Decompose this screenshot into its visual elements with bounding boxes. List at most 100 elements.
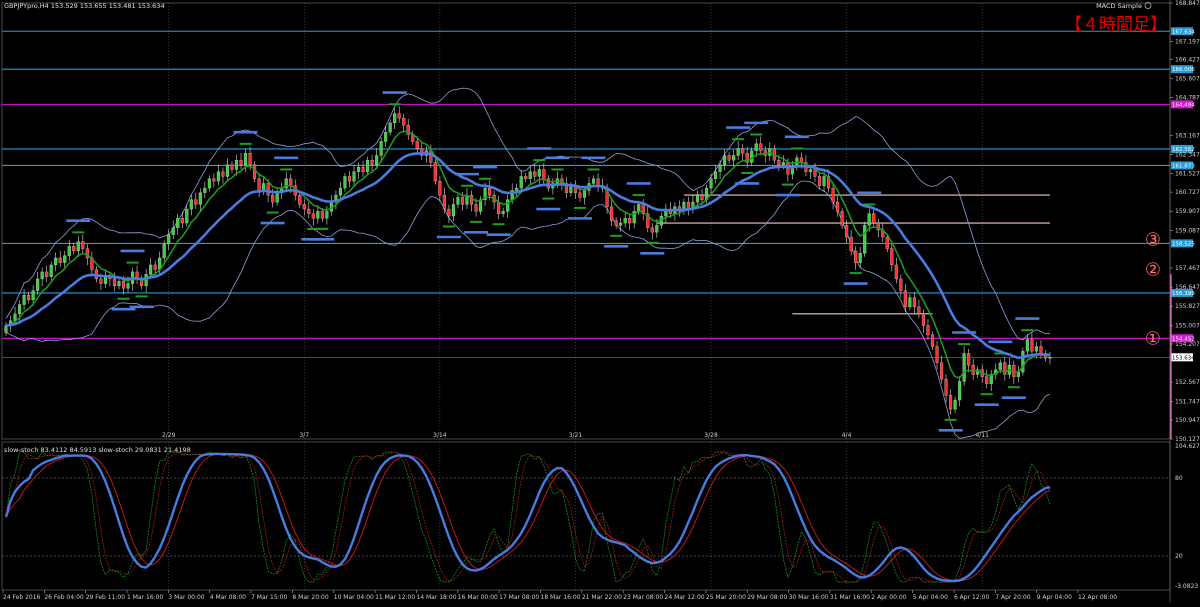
candle-body[interactable] <box>356 166 361 172</box>
candle-body[interactable] <box>885 236 889 249</box>
candle-body[interactable] <box>533 171 537 177</box>
candle-body[interactable] <box>750 150 754 163</box>
candle-body[interactable] <box>456 197 460 205</box>
candle-body[interactable] <box>632 211 636 224</box>
candle-body[interactable] <box>112 278 117 287</box>
candle-body[interactable] <box>944 378 948 396</box>
candle-body[interactable] <box>582 190 587 198</box>
candle-body[interactable] <box>831 187 835 203</box>
candle-body[interactable] <box>361 166 365 172</box>
candle-body[interactable] <box>474 204 478 212</box>
candle-body[interactable] <box>72 246 76 252</box>
candle-body[interactable] <box>976 369 980 375</box>
candle-body[interactable] <box>447 208 451 217</box>
candle-body[interactable] <box>962 353 966 382</box>
candle-body[interactable] <box>320 211 324 219</box>
candle-body[interactable] <box>998 362 1002 370</box>
candle-body[interactable] <box>1030 339 1034 352</box>
candle-body[interactable] <box>569 185 573 193</box>
candle-body[interactable] <box>628 218 632 224</box>
candle-body[interactable] <box>253 164 257 179</box>
candle-body[interactable] <box>623 218 627 224</box>
candle-body[interactable] <box>198 192 202 205</box>
candle-body[interactable] <box>524 176 528 179</box>
candle-body[interactable] <box>433 162 437 182</box>
candle-body[interactable] <box>483 187 487 200</box>
candle-body[interactable] <box>506 199 510 212</box>
candle-body[interactable] <box>31 290 35 301</box>
candle-body[interactable] <box>153 264 157 270</box>
candle-body[interactable] <box>4 325 8 333</box>
candle-body[interactable] <box>307 208 311 214</box>
candle-body[interactable] <box>18 304 22 315</box>
candle-body[interactable] <box>732 155 736 161</box>
candle-body[interactable] <box>817 176 822 186</box>
candle-body[interactable] <box>930 334 935 347</box>
candle-body[interactable] <box>284 178 288 189</box>
candle-body[interactable] <box>949 395 953 410</box>
candle-body[interactable] <box>311 213 315 219</box>
candle-body[interactable] <box>619 222 623 226</box>
candle-body[interactable] <box>1034 346 1038 352</box>
candle-body[interactable] <box>212 178 216 182</box>
candle-body[interactable] <box>808 169 813 172</box>
candle-body[interactable] <box>81 241 85 249</box>
candle-body[interactable] <box>1003 362 1007 375</box>
candle-body[interactable] <box>126 283 130 289</box>
candle-body[interactable] <box>99 278 103 284</box>
candle-body[interactable] <box>989 374 993 384</box>
candle-body[interactable] <box>723 155 727 165</box>
candle-body[interactable] <box>646 213 650 228</box>
candle-body[interactable] <box>393 113 397 124</box>
candle-body[interactable] <box>813 169 817 177</box>
candle-body[interactable] <box>397 113 401 119</box>
candle-body[interactable] <box>971 364 975 375</box>
candle-body[interactable] <box>546 178 550 189</box>
candle-body[interactable] <box>257 178 261 191</box>
candle-body[interactable] <box>759 143 763 151</box>
candle-body[interactable] <box>352 171 356 182</box>
candle-body[interactable] <box>501 211 505 214</box>
candle-body[interactable] <box>325 211 329 219</box>
candle-body[interactable] <box>912 297 916 308</box>
candle-body[interactable] <box>67 246 71 256</box>
candle-body[interactable] <box>58 257 62 263</box>
candle-body[interactable] <box>54 257 58 266</box>
candle-body[interactable] <box>271 194 275 203</box>
candle-body[interactable] <box>1016 371 1020 377</box>
candle-body[interactable] <box>736 148 740 156</box>
candle-body[interactable] <box>528 171 532 179</box>
candle-body[interactable] <box>185 208 189 224</box>
candle-body[interactable] <box>49 264 53 277</box>
candle-body[interactable] <box>858 253 862 263</box>
candle-body[interactable] <box>867 213 871 226</box>
candle-body[interactable] <box>76 241 80 252</box>
candle-body[interactable] <box>221 171 225 177</box>
candle-body[interactable] <box>266 183 270 196</box>
candle-body[interactable] <box>958 381 962 401</box>
candle-body[interactable] <box>610 206 614 221</box>
candle-body[interactable] <box>921 313 926 326</box>
candle-body[interactable] <box>162 243 166 259</box>
candle-body[interactable] <box>967 353 971 366</box>
candle-body[interactable] <box>243 153 248 165</box>
candle-body[interactable] <box>614 220 618 226</box>
candle-body[interactable] <box>203 187 207 193</box>
candle-body[interactable] <box>27 295 31 301</box>
candle-body[interactable] <box>650 227 654 233</box>
candle-body[interactable] <box>908 297 912 308</box>
candle-body[interactable] <box>1039 346 1043 354</box>
candle-body[interactable] <box>840 211 844 226</box>
candle-body[interactable] <box>36 278 40 291</box>
candle-body[interactable] <box>189 199 193 210</box>
candle-body[interactable] <box>316 211 320 219</box>
candle-body[interactable] <box>849 236 853 252</box>
candle-body[interactable] <box>637 204 641 212</box>
candle-body[interactable] <box>836 201 840 212</box>
candle-body[interactable] <box>194 199 198 205</box>
candle-body[interactable] <box>442 194 446 210</box>
candle-body[interactable] <box>262 183 266 191</box>
candle-body[interactable] <box>85 248 89 259</box>
candle-body[interactable] <box>248 153 252 165</box>
